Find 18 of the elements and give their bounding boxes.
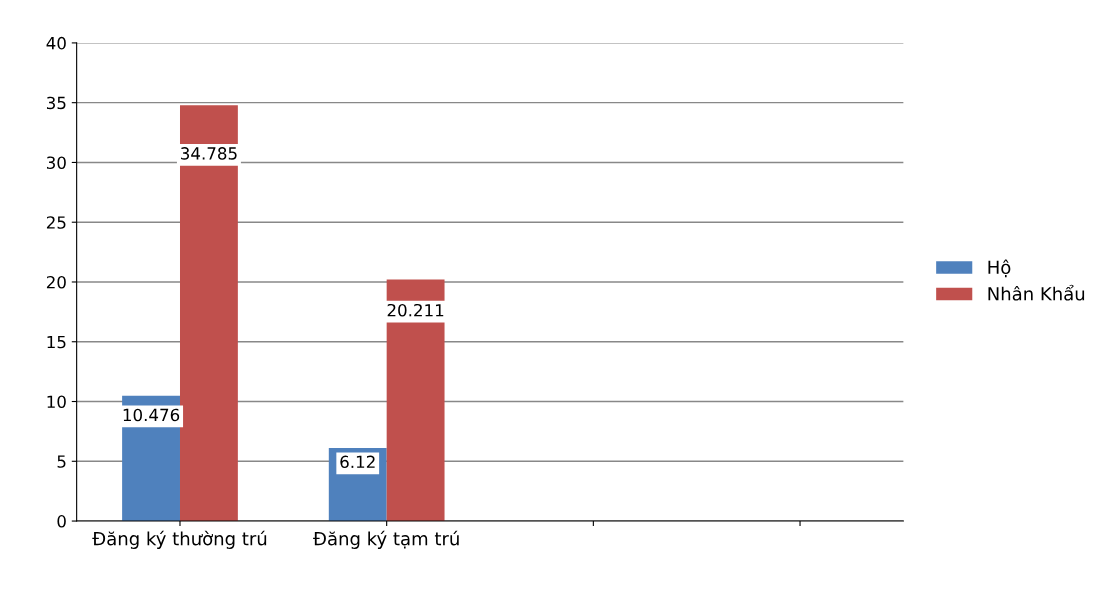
y-tick-label: 5 [57, 455, 66, 468]
x-tick-label: Đăng ký thường trú [92, 530, 267, 549]
y-tick-label: 35 [46, 96, 66, 110]
y-tick-label: 25 [46, 216, 66, 229]
data-label: 34.785 [181, 147, 237, 160]
legend-label: Hộ [988, 259, 1011, 278]
legend-label: Nhân Khẩu [988, 284, 1085, 301]
data-label: 6.12 [340, 455, 375, 469]
y-tick-label: 0 [57, 515, 66, 528]
y-tick-label: 30 [46, 156, 66, 170]
y-tick-label: 10 [47, 395, 66, 409]
y-tick-label: 15 [47, 335, 66, 349]
bar [386, 279, 445, 522]
x-tick-label: Đăng ký tạm trú [313, 530, 459, 549]
y-tick-label: 40 [46, 36, 66, 50]
y-tick-label: 20 [46, 275, 66, 289]
data-label: 10.476 [123, 408, 180, 422]
data-label: 20.211 [387, 303, 444, 317]
